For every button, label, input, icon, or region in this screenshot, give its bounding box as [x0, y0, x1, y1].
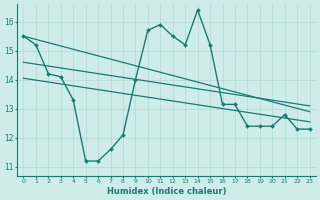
X-axis label: Humidex (Indice chaleur): Humidex (Indice chaleur) — [107, 187, 226, 196]
